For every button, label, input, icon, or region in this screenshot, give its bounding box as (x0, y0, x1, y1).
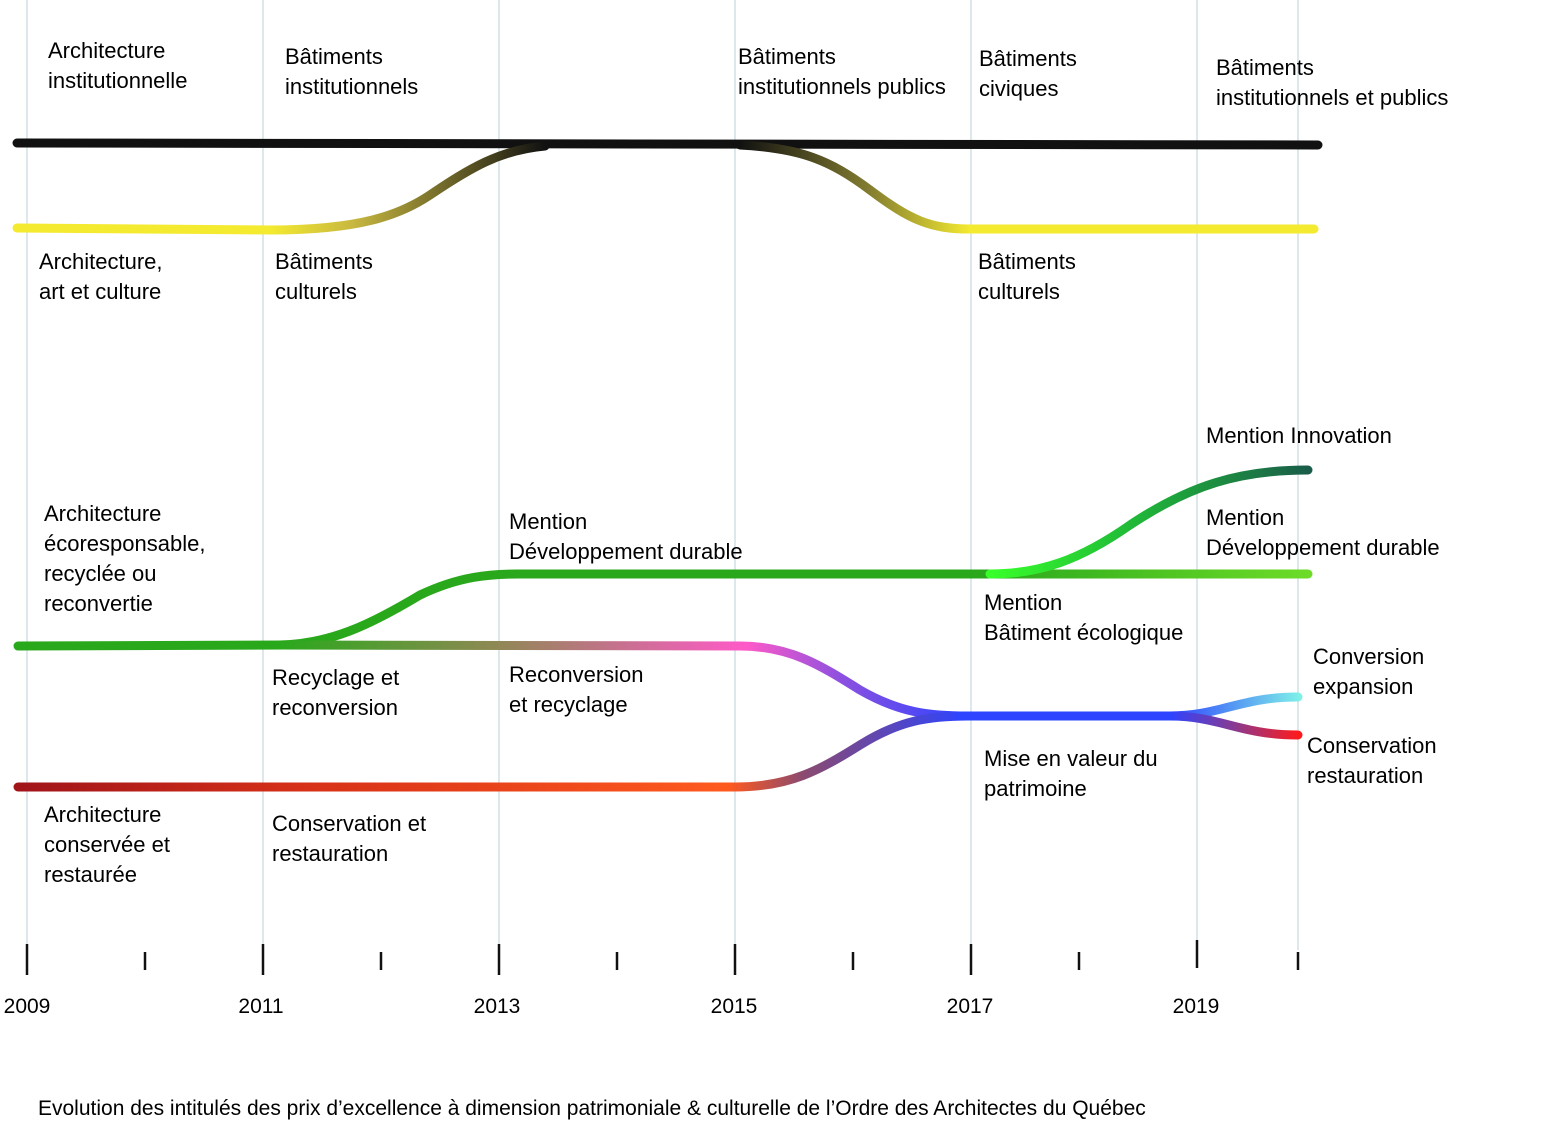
figure-caption: Evolution des intitulés des prix d’excel… (38, 1097, 1146, 1120)
label-archi-conservee: Architecture conservée et restaurée (44, 802, 170, 887)
flow-conservation (13, 711, 973, 792)
flow-institutional (12, 138, 1323, 150)
label-reconversion-recyclage: Reconversion et recyclage (509, 662, 644, 717)
label-archi-art-culture: Architecture, art et culture (39, 249, 163, 304)
label-batiments-culturels-2017: Bâtiments culturels (978, 249, 1076, 304)
label-recyclage-reconversion: Recyclage et reconversion (272, 665, 400, 720)
year-label-2013: 2013 (473, 995, 521, 1018)
year-label-2009: 2009 (3, 995, 51, 1018)
label-conversion-expansion: Conversion expansion (1313, 644, 1425, 699)
flow-innovation (985, 465, 1313, 579)
flow-cultural-split (735, 140, 975, 234)
label-batiments-institutionnels: Bâtiments institutionnels (285, 44, 419, 99)
flow-conservation-restauration (1165, 711, 1303, 740)
label-mention-dev-durable-2013: Mention Développement durable (509, 509, 743, 564)
label-archi-institutionnelle: Architecture institutionnelle (48, 38, 188, 93)
label-batiments-civiques: Bâtiments civiques (979, 46, 1077, 101)
label-mention-innovation: Mention Innovation (1206, 423, 1392, 448)
year-label-2011: 2011 (238, 995, 284, 1018)
label-mise-en-valeur: Mise en valeur du patrimoine (984, 746, 1158, 801)
label-archi-ecoresponsable: Architecture écoresponsable, recyclée ou… (44, 501, 206, 616)
flow-dev-durable-branch (275, 569, 525, 650)
label-mention-dev-durable-2019: Mention Développement durable (1206, 505, 1440, 560)
year-label-2017: 2017 (946, 995, 994, 1018)
label-mention-batiment-ecologique: Mention Bâtiment écologique (984, 590, 1184, 645)
flow-cultural-merge (265, 141, 550, 235)
year-label-2015: 2015 (710, 995, 758, 1018)
label-batiments-institutionnels-et-publics: Bâtiments institutionnels et publics (1216, 55, 1449, 110)
axis-ticks (25, 940, 1300, 975)
label-batiments-culturels-2011: Bâtiments culturels (275, 249, 373, 304)
year-label-2019: 2019 (1172, 995, 1220, 1018)
label-conservation-restauration-2011: Conservation et restauration (272, 811, 427, 866)
label-conservation-restauration-2019: Conservation restauration (1307, 733, 1437, 788)
flow-cultural-early (12, 223, 280, 235)
flow-ecoresponsable (13, 640, 290, 651)
label-batiments-institutionnels-publics: Bâtiments institutionnels publics (738, 44, 946, 99)
